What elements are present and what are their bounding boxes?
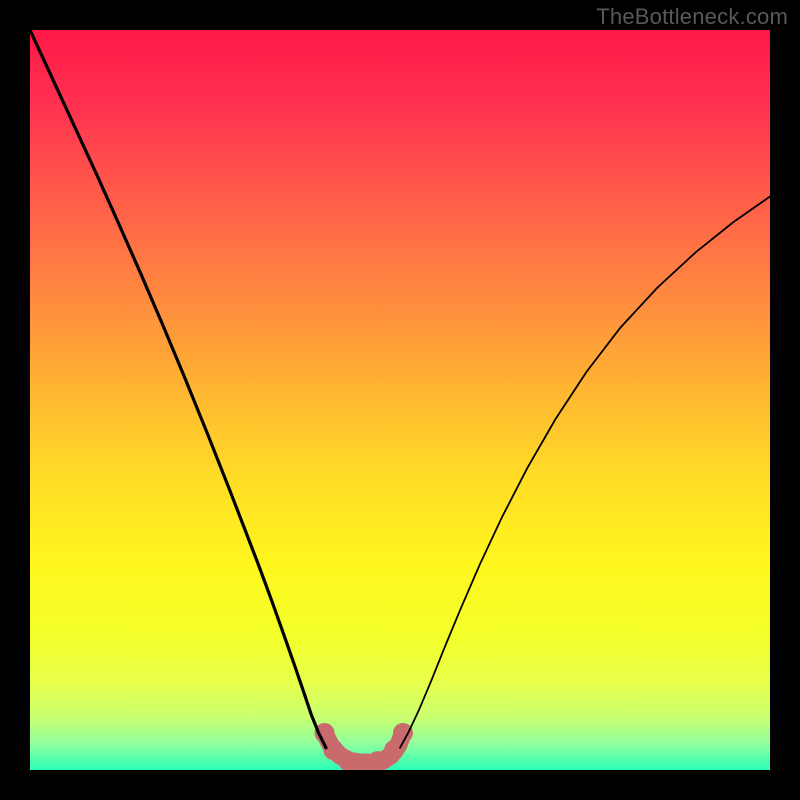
plot-outer [30,30,770,770]
plot-area [30,30,770,770]
watermark-text: TheBottleneck.com [596,4,788,30]
bottleneck-curve [30,30,770,770]
